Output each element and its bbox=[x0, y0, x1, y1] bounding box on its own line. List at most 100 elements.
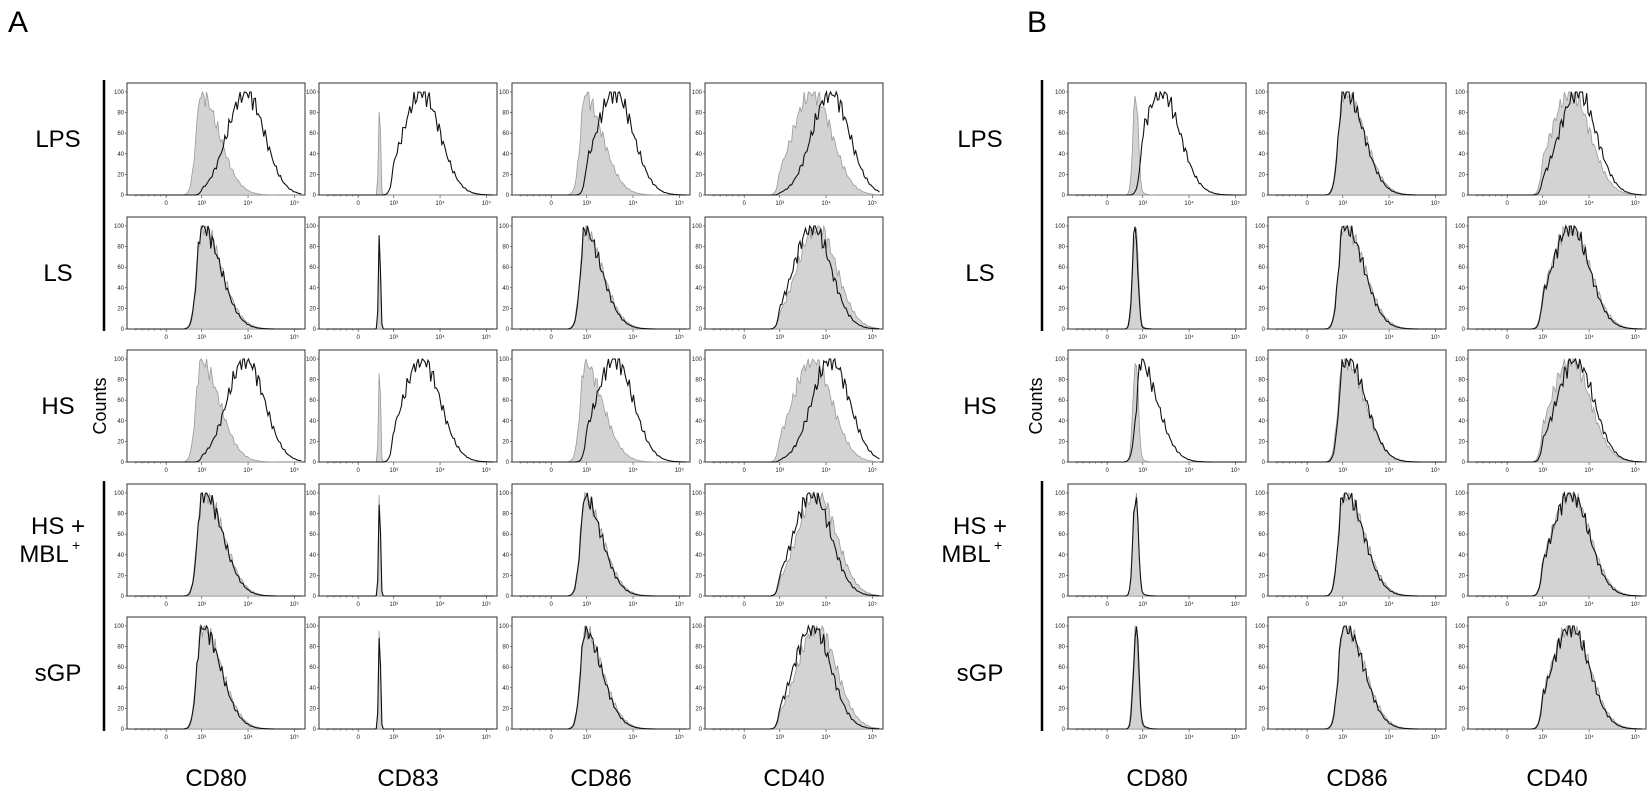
x-tick-label: 10³ bbox=[1138, 201, 1147, 207]
y-tick-label: 100 bbox=[499, 90, 510, 96]
x-tick-label: 10⁵ bbox=[1231, 467, 1241, 474]
x-tick-label: 0 bbox=[164, 335, 168, 341]
x-tick-label: 10⁵ bbox=[1631, 467, 1641, 474]
y-tick-label: 40 bbox=[502, 419, 509, 425]
y-tick-label: 20 bbox=[309, 306, 316, 312]
open-histogram bbox=[712, 357, 880, 463]
x-tick-label: 10³ bbox=[389, 602, 398, 608]
open-histogram bbox=[1275, 492, 1443, 597]
open-histogram bbox=[134, 623, 302, 730]
x-tick-label: 0 bbox=[1105, 602, 1109, 608]
y-tick-label: 40 bbox=[117, 419, 124, 425]
y-tick-label: 0 bbox=[313, 727, 317, 733]
y-tick-label: 100 bbox=[1455, 90, 1466, 96]
histogram-panel: 0 20 40 60 80 100 0 10³ 10⁴ 10⁵ bbox=[1455, 616, 1647, 741]
y-tick-label: 60 bbox=[1258, 265, 1265, 271]
histogram-panel: 0 20 40 60 80 100 0 10³ 10⁴ 10⁵ bbox=[499, 349, 691, 474]
histogram-panel: 0 20 40 60 80 100 0 10³ 10⁴ 10⁵ bbox=[1455, 216, 1647, 341]
plot-frame bbox=[318, 483, 498, 597]
y-tick-label: 100 bbox=[306, 90, 317, 96]
x-tick-label: 10⁵ bbox=[1631, 334, 1641, 341]
row-label-line2: MBL bbox=[19, 541, 68, 568]
y-tick-label: 20 bbox=[502, 439, 509, 445]
panel-letter: A bbox=[8, 6, 28, 39]
y-tick-label: 100 bbox=[306, 491, 317, 497]
column-label: CD40 bbox=[1526, 765, 1587, 792]
y-tick-label: 40 bbox=[1058, 686, 1065, 692]
x-tick-label: 10³ bbox=[1338, 335, 1347, 341]
x-tick-label: 10⁴ bbox=[1184, 734, 1194, 741]
x-tick-label: 0 bbox=[356, 602, 360, 608]
y-tick-label: 60 bbox=[1058, 265, 1065, 271]
open-histogram bbox=[326, 235, 494, 330]
y-tick-label: 0 bbox=[1062, 327, 1066, 333]
x-tick-label: 10³ bbox=[582, 602, 591, 608]
y-tick-label: 20 bbox=[502, 172, 509, 178]
y-tick-label: 80 bbox=[1258, 645, 1265, 651]
histogram-panel: 0 20 40 60 80 100 0 10³ 10⁴ 10⁵ bbox=[692, 216, 884, 341]
x-tick-label: 10³ bbox=[197, 468, 206, 474]
x-tick-label: 10³ bbox=[1538, 335, 1547, 341]
open-histogram bbox=[1475, 625, 1643, 730]
column-label: CD80 bbox=[185, 765, 246, 792]
y-tick-label: 0 bbox=[506, 193, 510, 199]
x-tick-label: 10⁵ bbox=[290, 734, 300, 741]
y-tick-label: 40 bbox=[1058, 286, 1065, 292]
x-tick-label: 10³ bbox=[1538, 468, 1547, 474]
y-tick-label: 80 bbox=[1058, 645, 1065, 651]
y-tick-label: 20 bbox=[1058, 573, 1065, 579]
histogram-panel: 0 20 40 60 80 100 0 10³ 10⁴ 10⁵ bbox=[1055, 483, 1247, 608]
x-tick-label: 10³ bbox=[1538, 735, 1547, 741]
open-histogram bbox=[1475, 490, 1643, 597]
histogram-panel: 0 20 40 60 80 100 0 10³ 10⁴ 10⁵ bbox=[114, 82, 306, 207]
y-tick-label: 40 bbox=[502, 286, 509, 292]
y-tick-label: 60 bbox=[117, 265, 124, 271]
x-tick-label: 10⁴ bbox=[628, 334, 638, 341]
y-tick-label: 60 bbox=[1258, 131, 1265, 137]
x-tick-label: 10⁵ bbox=[1631, 734, 1641, 741]
row-label: LPS bbox=[957, 126, 1002, 153]
x-tick-label: 0 bbox=[742, 468, 746, 474]
y-tick-label: 20 bbox=[695, 706, 702, 712]
row-label: HS + bbox=[31, 513, 85, 540]
y-tick-label: 60 bbox=[1258, 532, 1265, 538]
y-tick-label: 0 bbox=[506, 594, 510, 600]
histogram-panel: 0 20 40 60 80 100 0 10³ 10⁴ 10⁵ bbox=[1255, 216, 1447, 341]
y-tick-label: 100 bbox=[692, 491, 703, 497]
x-tick-label: 0 bbox=[356, 735, 360, 741]
y-tick-label: 60 bbox=[309, 398, 316, 404]
y-tick-label: 40 bbox=[502, 152, 509, 158]
y-tick-label: 100 bbox=[692, 357, 703, 363]
open-histogram bbox=[712, 89, 880, 196]
plot-frame bbox=[318, 82, 498, 196]
y-tick-label: 80 bbox=[1058, 245, 1065, 251]
open-histogram bbox=[519, 625, 687, 730]
x-tick-label: 0 bbox=[1305, 201, 1309, 207]
y-tick-label: 80 bbox=[1458, 645, 1465, 651]
y-tick-label: 20 bbox=[695, 172, 702, 178]
x-tick-label: 10⁴ bbox=[821, 334, 831, 341]
x-tick-label: 10³ bbox=[775, 735, 784, 741]
plot-frame bbox=[318, 216, 498, 330]
x-tick-label: 10⁵ bbox=[868, 200, 878, 207]
x-tick-label: 10³ bbox=[582, 735, 591, 741]
x-tick-label: 10³ bbox=[775, 468, 784, 474]
y-tick-label: 20 bbox=[117, 439, 124, 445]
histogram-panel: 0 20 40 60 80 100 0 10³ 10⁴ 10⁵ bbox=[499, 483, 691, 608]
open-histogram bbox=[134, 357, 302, 463]
x-tick-label: 0 bbox=[549, 468, 553, 474]
y-tick-label: 20 bbox=[117, 573, 124, 579]
y-tick-label: 0 bbox=[699, 727, 703, 733]
y-tick-label: 20 bbox=[1458, 306, 1465, 312]
open-histogram bbox=[134, 91, 302, 196]
y-tick-label: 20 bbox=[1258, 306, 1265, 312]
open-histogram bbox=[1075, 497, 1243, 597]
y-tick-label: 40 bbox=[502, 553, 509, 559]
y-tick-label: 0 bbox=[1462, 460, 1466, 466]
y-tick-label: 100 bbox=[306, 624, 317, 630]
histogram-panel: 0 20 40 60 80 100 0 10³ 10⁴ 10⁵ bbox=[1255, 483, 1447, 608]
x-tick-label: 0 bbox=[164, 735, 168, 741]
x-tick-label: 0 bbox=[356, 201, 360, 207]
y-tick-label: 60 bbox=[502, 398, 509, 404]
x-tick-label: 10⁴ bbox=[1184, 601, 1194, 608]
